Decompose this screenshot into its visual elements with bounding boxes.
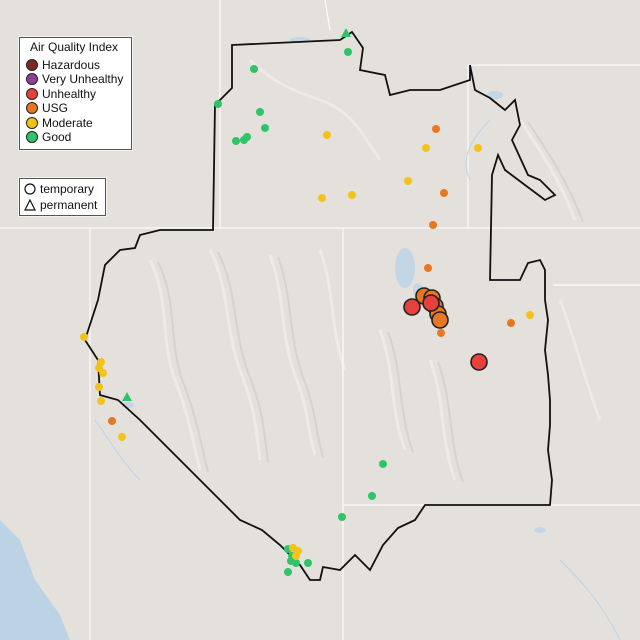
moderate-swatch-icon: [26, 117, 38, 129]
monitor-good-temporary-1[interactable]: [214, 100, 222, 108]
monitor-moderate-temporary-14[interactable]: [318, 194, 326, 202]
monitor-usg-temporary-18[interactable]: [429, 221, 437, 229]
monitor-good-temporary-3[interactable]: [261, 124, 269, 132]
monitor-good-temporary-4[interactable]: [232, 137, 240, 145]
monitor-good-temporary-0[interactable]: [250, 65, 258, 73]
monitor-markers: [80, 28, 534, 576]
monitor-moderate-temporary-35[interactable]: [97, 397, 105, 405]
monitor-good-temporary-45[interactable]: [284, 568, 292, 576]
monitor-moderate-temporary-15[interactable]: [526, 311, 534, 319]
monitor-moderate-temporary-13[interactable]: [348, 191, 356, 199]
monitor-moderate-temporary-34[interactable]: [95, 383, 103, 391]
monitor-good-temporary-41[interactable]: [338, 513, 346, 521]
monitor-good-temporary-2[interactable]: [256, 108, 264, 116]
monitor-moderate-temporary-30[interactable]: [80, 333, 88, 341]
monitor-usg-temporary-17[interactable]: [440, 189, 448, 197]
good-swatch-icon: [26, 131, 38, 143]
triangle-icon: [24, 198, 36, 211]
legend-item-hazardous: Hazardous: [26, 58, 100, 72]
legend-item-temporary: temporary: [24, 181, 94, 196]
legend-title: Air Quality Index: [30, 40, 119, 54]
monitor-good-temporary-40[interactable]: [368, 492, 376, 500]
monitor-good-temporary-46[interactable]: [304, 559, 312, 567]
legend-item-moderate: Moderate: [26, 116, 93, 130]
monitor-moderate-temporary-10[interactable]: [422, 144, 430, 152]
terrain-shadow: [157, 121, 584, 483]
monitor-good-temporary-47[interactable]: [287, 557, 295, 565]
monitor-good-temporary-39[interactable]: [379, 460, 387, 468]
monitor-good-temporary-6[interactable]: [243, 133, 251, 141]
legend-item-good: Good: [26, 130, 71, 144]
unhealthy-swatch-icon: [26, 88, 38, 100]
legend-item-usg: USG: [26, 101, 68, 115]
monitor-usg-temporary-21[interactable]: [437, 329, 445, 337]
monitor-moderate-temporary-33[interactable]: [99, 369, 107, 377]
monitor-type-legend: temporary permanent: [19, 178, 106, 216]
monitor-moderate-temporary-11[interactable]: [474, 144, 482, 152]
pacific-ocean: [0, 520, 70, 640]
monitor-usg-temporary-19[interactable]: [424, 264, 432, 272]
circle-icon: [24, 182, 36, 195]
monitor-moderate-temporary-49[interactable]: [289, 544, 297, 552]
monitor-good-permanent-38[interactable]: [122, 392, 132, 401]
monitor-moderate-temporary-12[interactable]: [404, 177, 412, 185]
monitor-moderate-temporary-50[interactable]: [292, 552, 300, 560]
monitor-unhealthy-temporary-27[interactable]: [403, 298, 421, 316]
hazardous-swatch-icon: [26, 59, 38, 71]
monitor-usg-temporary-26[interactable]: [431, 311, 449, 329]
monitor-good-temporary-7[interactable]: [344, 48, 352, 56]
rivers: [94, 119, 621, 640]
monitor-moderate-temporary-36[interactable]: [118, 433, 126, 441]
usg-swatch-icon: [26, 102, 38, 114]
monitor-unhealthy-temporary-28[interactable]: [422, 294, 440, 312]
legend-item-permanent: permanent: [24, 197, 97, 212]
monitor-usg-temporary-16[interactable]: [432, 125, 440, 133]
monitor-moderate-temporary-9[interactable]: [323, 131, 331, 139]
monitor-usg-temporary-37[interactable]: [108, 417, 116, 425]
legend-item-very-unhealthy: Very Unhealthy: [26, 72, 123, 86]
very-unhealthy-swatch-icon: [26, 73, 38, 85]
monitor-unhealthy-temporary-29[interactable]: [470, 353, 488, 371]
legend-item-unhealthy: Unhealthy: [26, 87, 96, 101]
aqi-legend: Air Quality Index Hazardous Very Unhealt…: [19, 37, 132, 150]
monitor-good-permanent-8[interactable]: [341, 28, 351, 37]
terrain-texture: [148, 58, 602, 481]
monitor-usg-temporary-20[interactable]: [507, 319, 515, 327]
